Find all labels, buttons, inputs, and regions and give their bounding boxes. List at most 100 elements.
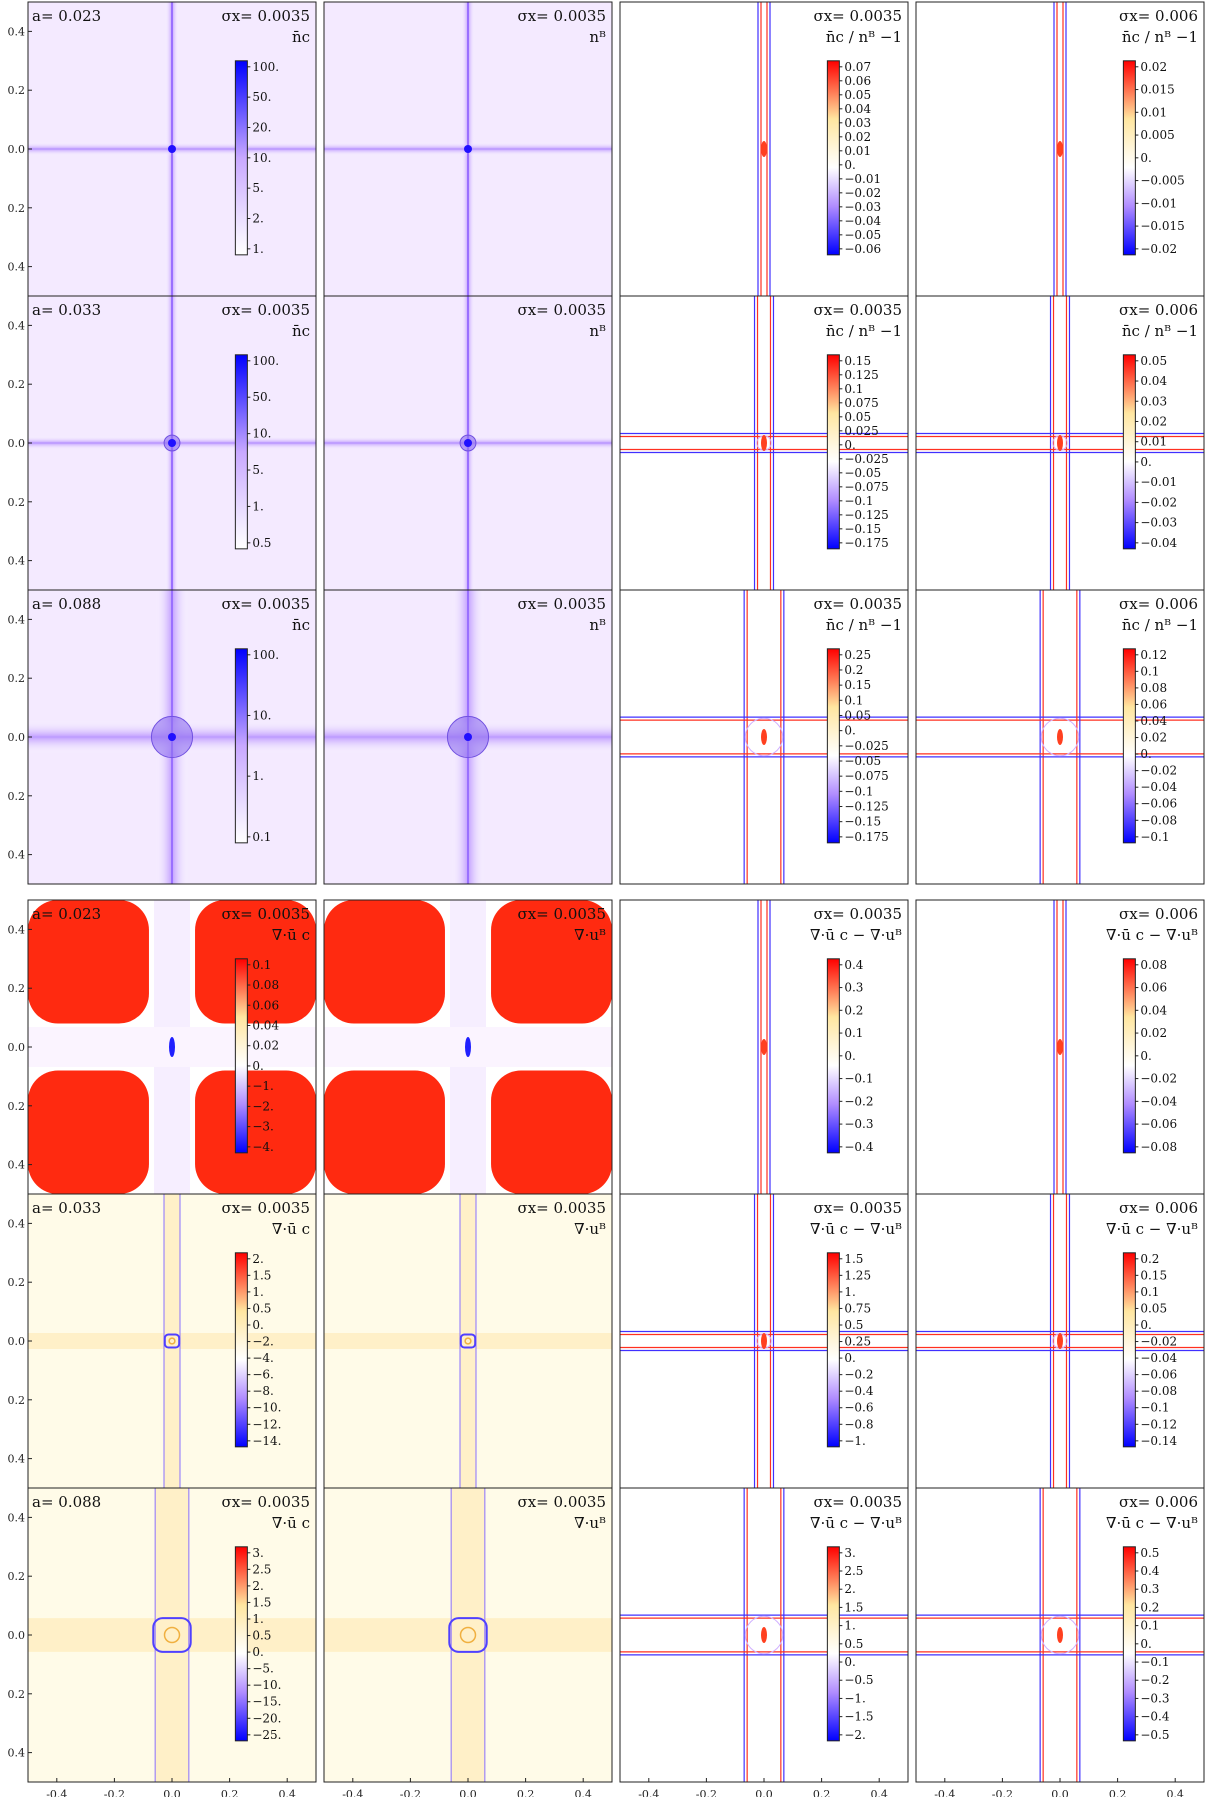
- colorbar-tick-label: −0.175: [844, 830, 888, 844]
- colorbar-tick-label: 5.: [252, 463, 263, 477]
- colorbar-tick-label: 1.5: [252, 1268, 271, 1282]
- colorbar-tick-label: 3.: [844, 1546, 855, 1560]
- colorbar-tick-label: 0.04: [252, 1018, 279, 1032]
- colorbar-tick-label: −0.02: [1140, 764, 1177, 778]
- colorbar-tick-label: 100.: [252, 648, 279, 662]
- colorbar: [1122, 958, 1136, 1154]
- colorbar-tick-label: 100.: [252, 60, 279, 74]
- panel-quantity-label: ∇·ū c: [272, 1514, 310, 1532]
- colorbar-tick-label: −0.05: [844, 754, 881, 768]
- y-tick-label: 0.4: [8, 849, 26, 862]
- colorbar-tick-label: 0.06: [1140, 981, 1167, 995]
- colorbar-tick-label: 0.1: [844, 382, 863, 396]
- colorbar-tick-label: 0.1: [844, 693, 863, 707]
- colorbar-tick-label: −6.: [252, 1368, 274, 1382]
- colorbar-tick-label: 0.05: [844, 88, 871, 102]
- colorbar-tick-label: 0.06: [844, 74, 871, 88]
- panel-quantity-label: n̄c / nᴮ −1: [1122, 322, 1198, 340]
- colorbar-tick-label: 0.025: [844, 424, 878, 438]
- colorbar-tick-label: 0.01: [844, 144, 871, 158]
- colorbar-tick-label: 2.5: [844, 1564, 863, 1578]
- panel-sigma-label: σx= 0.006: [1119, 905, 1198, 923]
- colorbar-tick-label: 0.08: [252, 978, 279, 992]
- colorbar-tick-label: −2.: [252, 1335, 274, 1349]
- colorbar-tick-label: −0.175: [844, 536, 888, 550]
- colorbar-tick-label: −2.: [844, 1728, 866, 1742]
- y-tick-label: 0.2: [8, 672, 26, 685]
- panel-sigma-label: σx= 0.006: [1119, 1199, 1198, 1217]
- y-tick-label: 0.2: [8, 1276, 26, 1289]
- x-tick-label: 0.2: [813, 1788, 831, 1797]
- colorbar-tick-label: 0.03: [1140, 394, 1167, 408]
- colorbar-tick-label: 3.: [252, 1546, 263, 1560]
- x-tick-label: -0.2: [104, 1788, 125, 1797]
- colorbar: [1122, 1252, 1136, 1448]
- panel-quantity-label: n̄c: [292, 616, 310, 634]
- colorbar-tick-label: 0.1: [252, 958, 271, 972]
- panel-sigma-label: σx= 0.0035: [517, 301, 606, 319]
- colorbar-tick-label: 0.05: [844, 708, 871, 722]
- panel-epoch-label: a= 0.033: [32, 301, 101, 319]
- colorbar-tick-label: −0.4: [844, 1140, 874, 1154]
- map-panel: σx= 0.006 n̄c / nᴮ −1 0.05 0.04 0.03 0.02 0.01…: [915, 295, 1205, 591]
- colorbar-tick-label: 10.: [252, 708, 271, 722]
- colorbar: [234, 958, 248, 1154]
- colorbar-tick-label: 0.05: [844, 410, 871, 424]
- colorbar-tick-label: 50.: [252, 390, 271, 404]
- colorbar-tick-label: 0.1: [844, 1026, 863, 1040]
- x-tick-label: 0.2: [1109, 1788, 1127, 1797]
- colorbar-tick-label: −1.: [252, 1079, 274, 1093]
- colorbar-tick-label: 0.5: [844, 1318, 863, 1332]
- colorbar-tick-label: −0.1: [1140, 1401, 1169, 1415]
- colorbar-tick-label: 0.05: [1140, 1301, 1167, 1315]
- colorbar-tick-label: 0.04: [844, 102, 871, 116]
- colorbar-tick-label: 0.: [252, 1059, 263, 1073]
- colorbar-tick-label: −0.3: [844, 1117, 873, 1131]
- colorbar-tick-label: −0.125: [844, 800, 888, 814]
- colorbar-tick-label: −12.: [252, 1417, 281, 1431]
- map-panel: σx= 0.006 ∇·ū c − ∇·uᴮ 0.08 0.06 0.04 0.02 0. −…: [915, 899, 1205, 1195]
- colorbar-tick-label: 0.08: [1140, 681, 1167, 695]
- map-panel: σx= 0.0035 nᴮ: [323, 1, 613, 297]
- y-tick-label: 0.4: [8, 555, 26, 568]
- colorbar-tick-label: −14.: [252, 1434, 281, 1448]
- panel-sigma-label: σx= 0.0035: [517, 1199, 606, 1217]
- colorbar-tick-label: 2.: [252, 1252, 263, 1266]
- panel-quantity-label: n̄c / nᴮ −1: [826, 28, 902, 46]
- y-tick-label: 0.2: [8, 378, 26, 391]
- colorbar-tick-label: 1.: [252, 242, 263, 256]
- colorbar-tick-label: −0.04: [1140, 1351, 1177, 1365]
- colorbar-tick-label: 0.1: [1140, 1619, 1159, 1633]
- map-panel: σx= 0.0035 ∇·uᴮ: [323, 1487, 613, 1783]
- map-panel: σx= 0.0035 ∇·ū c − ∇·uᴮ 1.5 1.25 1. 0.75 0.5 0.…: [619, 1193, 909, 1489]
- panel-quantity-label: nᴮ: [589, 616, 606, 634]
- y-tick-label: 0.2: [8, 202, 26, 215]
- colorbar-tick-label: −0.1: [844, 1072, 873, 1086]
- colorbar-tick-label: −0.6: [844, 1401, 873, 1415]
- colorbar-tick-label: −0.06: [844, 242, 881, 256]
- colorbar-tick-label: 0.5: [844, 1637, 863, 1651]
- panel-sigma-label: σx= 0.0035: [517, 595, 606, 613]
- colorbar-tick-label: 0.015: [1140, 83, 1174, 97]
- colorbar-tick-label: −0.02: [1140, 1072, 1177, 1086]
- colorbar-tick-label: 100.: [252, 354, 279, 368]
- axes-layer: 0.40.20.00.20.40.40.20.00.20.40.40.20.00…: [8, 25, 1184, 1797]
- colorbar-tick-label: −0.14: [1140, 1434, 1177, 1448]
- y-tick-label: 0.4: [8, 1511, 26, 1524]
- colorbar-tick-label: 0.3: [844, 981, 863, 995]
- colorbar-tick-label: 0.08: [1140, 958, 1167, 972]
- colorbar-tick-label: −0.06: [1140, 1117, 1177, 1131]
- colorbar-tick-label: −0.1: [1140, 1655, 1169, 1669]
- colorbar-tick-label: 0.02: [844, 130, 871, 144]
- colorbar: [1122, 648, 1136, 844]
- colorbar-tick-label: −0.08: [1140, 1140, 1177, 1154]
- map-panel: σx= 0.006 n̄c / nᴮ −1 0.02 0.015 0.01 0.005 0.…: [915, 1, 1205, 297]
- colorbar-tick-label: −0.04: [1140, 780, 1177, 794]
- colorbar-tick-label: −0.8: [844, 1417, 873, 1431]
- colorbar-tick-label: 0.: [1140, 1637, 1151, 1651]
- colorbar-tick-label: 0.: [844, 438, 855, 452]
- colorbar-tick-label: 0.15: [844, 354, 871, 368]
- panel-quantity-label: n̄c / nᴮ −1: [1122, 28, 1198, 46]
- panel-epoch-label: a= 0.088: [32, 1493, 101, 1511]
- x-tick-label: -0.2: [400, 1788, 421, 1797]
